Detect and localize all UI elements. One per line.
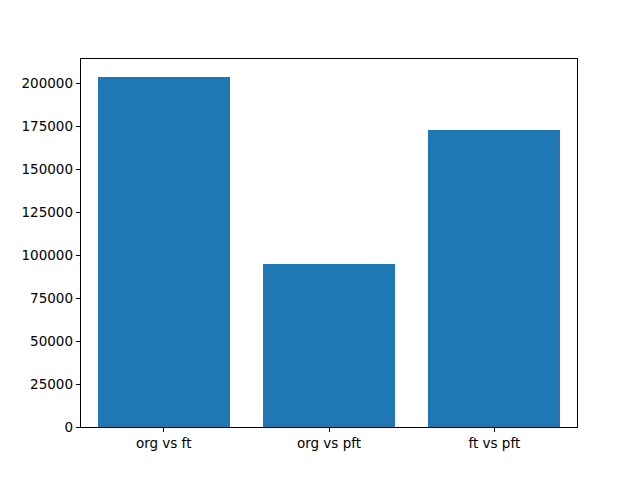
- bar-org-vs-pft: [263, 264, 395, 427]
- figure: 0 25000 50000 75000 100000 125000 150000 175000…: [0, 0, 640, 480]
- y-tick-label: 75000: [0, 290, 73, 306]
- y-tick-label: 200000: [0, 75, 73, 91]
- x-tick-label: org vs pft: [259, 435, 399, 451]
- y-tick-label: 175000: [0, 118, 73, 134]
- y-tick-mark: [76, 255, 80, 256]
- y-tick-label: 125000: [0, 204, 73, 220]
- x-tick-label: ft vs pft: [424, 435, 564, 451]
- bar-ft-vs-pft: [428, 130, 560, 427]
- x-tick-label: org vs ft: [94, 435, 234, 451]
- y-tick-mark: [76, 341, 80, 342]
- x-tick-mark: [494, 428, 495, 432]
- y-tick-mark: [76, 83, 80, 84]
- x-tick-mark: [163, 428, 164, 432]
- x-tick-mark: [329, 428, 330, 432]
- y-tick-mark: [76, 298, 80, 299]
- y-tick-mark: [76, 126, 80, 127]
- y-tick-mark: [76, 169, 80, 170]
- y-tick-mark: [76, 384, 80, 385]
- y-tick-label: 150000: [0, 161, 73, 177]
- y-tick-mark: [76, 212, 80, 213]
- y-tick-label: 25000: [0, 376, 73, 392]
- bar-org-vs-ft: [98, 77, 230, 427]
- plot-area: 0250005000075000100000125000150000175000…: [80, 58, 578, 428]
- y-tick-label: 50000: [0, 333, 73, 349]
- y-tick-mark: [76, 427, 80, 428]
- y-tick-label: 0: [0, 419, 73, 435]
- y-tick-label: 100000: [0, 247, 73, 263]
